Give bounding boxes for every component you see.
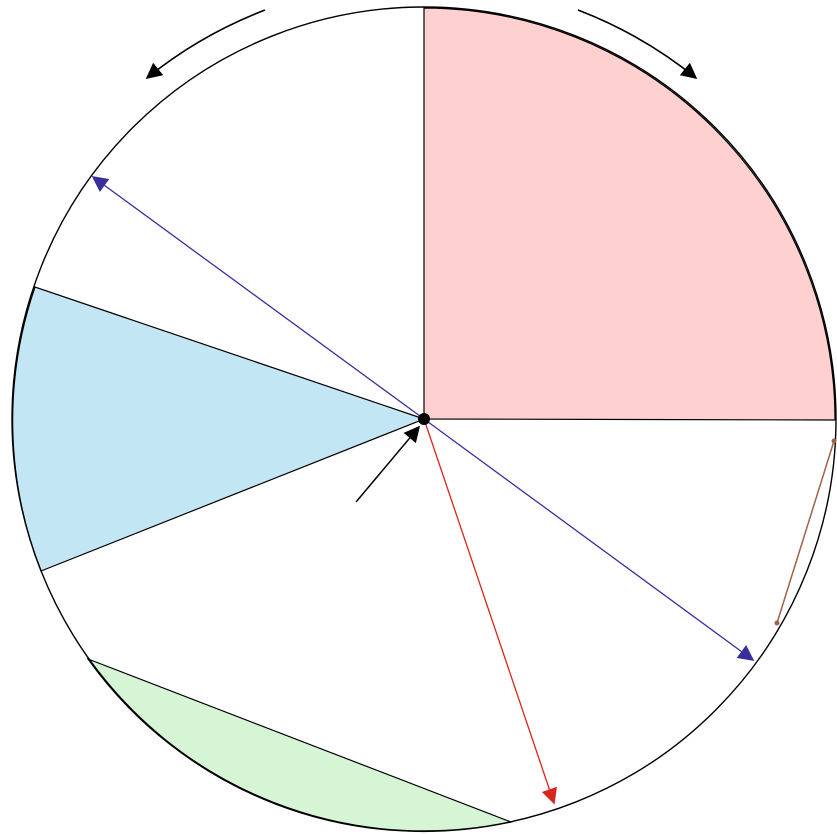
diameter-arrow [91,176,425,420]
circular-sector [12,286,426,572]
chord-line [776,440,835,624]
circle-outline [11,6,837,832]
rotation-arrow-left [145,9,266,80]
diameter-arrow-lower [423,418,755,661]
chord-endpoint-bottom [774,620,780,626]
rotation-arrow-right [577,9,698,80]
circular-segment [86,657,514,833]
radius-arrow [423,418,557,805]
chord-endpoint-top [831,438,837,444]
center-point [418,413,430,425]
quadrant-sector [423,7,836,421]
center-pointer-arrow [355,425,421,503]
